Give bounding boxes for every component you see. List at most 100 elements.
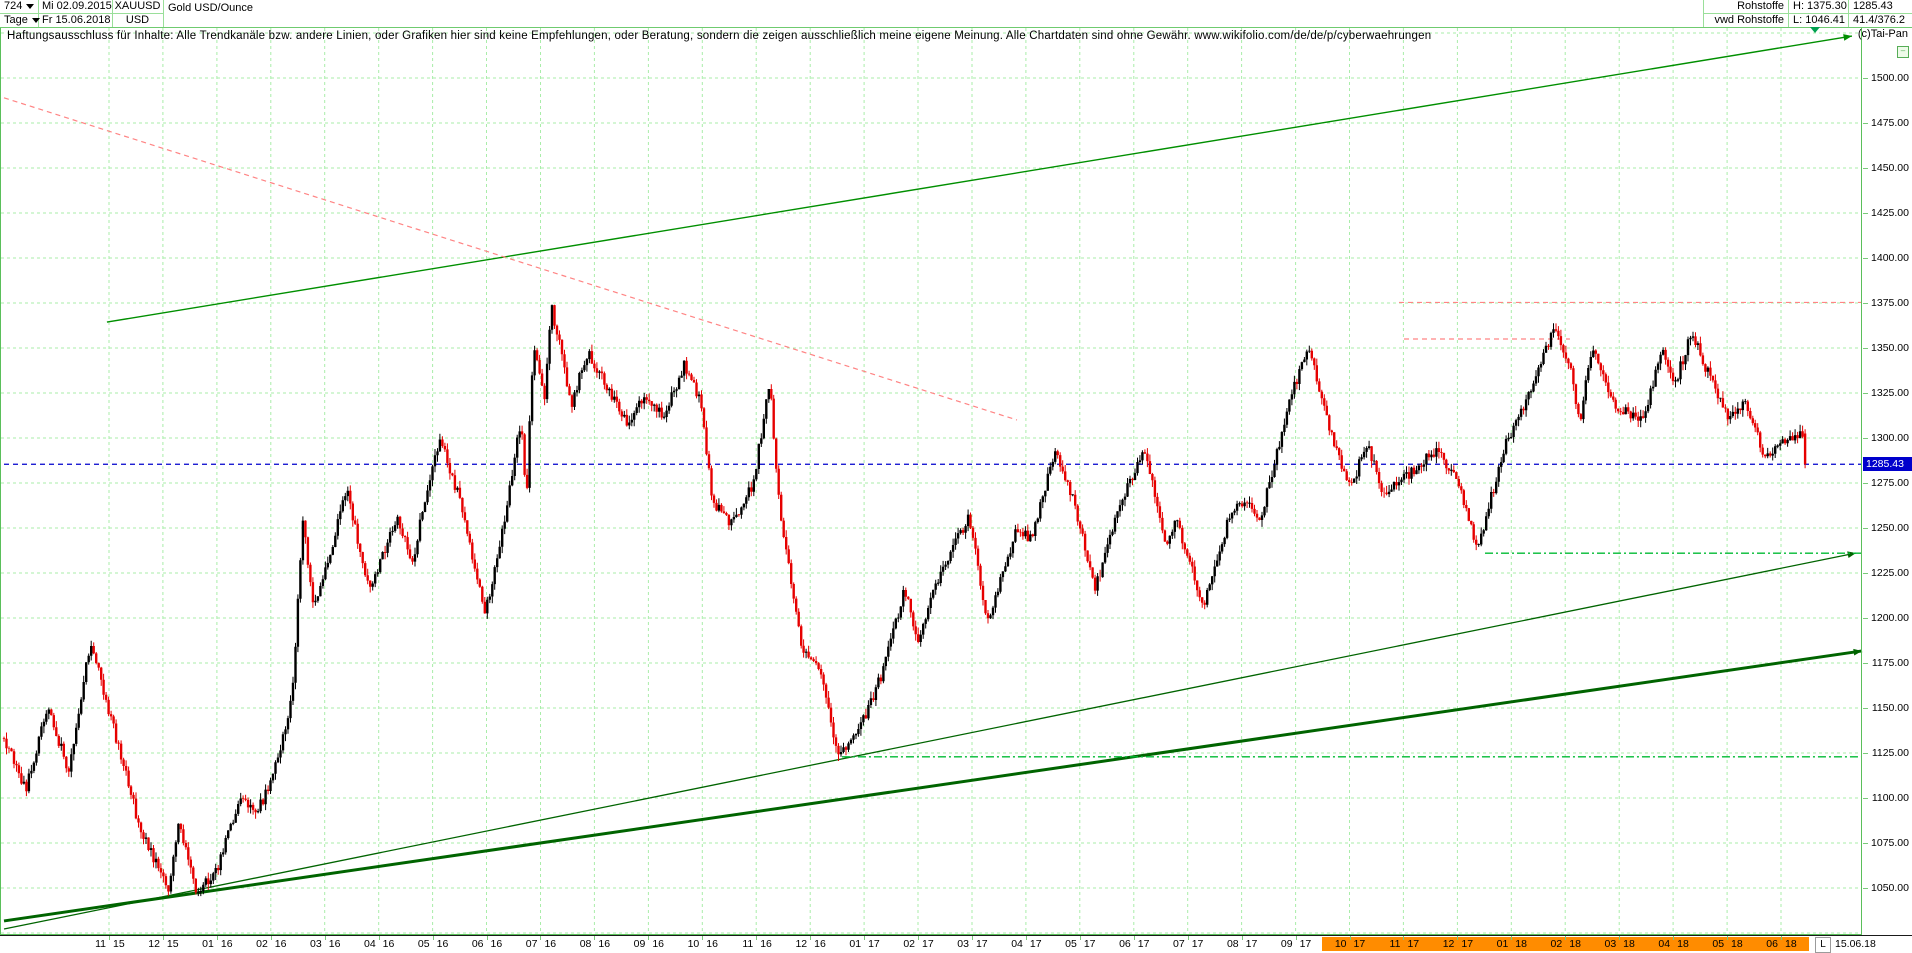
time-axis-tick <box>1079 936 1081 940</box>
time-axis-tick <box>702 936 704 940</box>
time-axis-tick <box>1133 936 1135 940</box>
year-label: 16 <box>436 938 449 950</box>
month-label: 06 <box>471 938 484 950</box>
price-axis-label: 1475.00 <box>1871 116 1909 129</box>
year-label: 17 <box>1407 938 1420 950</box>
month-label: 06 <box>1766 938 1778 950</box>
price-axis-label: 1275.00 <box>1871 476 1909 489</box>
period-dropdown[interactable]: Tage <box>4 14 40 27</box>
year-label: 16 <box>652 938 665 950</box>
price-axis-tick <box>1863 752 1868 754</box>
price-axis-label: 1225.00 <box>1871 566 1909 579</box>
header-misc-value: 41.4/376.2 <box>1853 14 1905 26</box>
month-label: 01 <box>202 938 214 950</box>
group-name: Rohstoffe <box>1737 0 1784 12</box>
year-label: 17 <box>1083 938 1096 950</box>
year-label: 15 <box>166 938 179 950</box>
month-label: 05 <box>417 938 430 950</box>
time-axis-tick <box>432 936 434 940</box>
price-axis[interactable]: 1285.43 1500.00 1475.00 1450.00 1425.00 1400… <box>1863 27 1912 935</box>
month-label: 10 <box>687 938 700 950</box>
period-low-label: L: 1046.41 <box>1793 14 1845 26</box>
month-label: 11 <box>95 938 106 950</box>
copyright-label: (c)Tai-Pan <box>1857 28 1908 40</box>
price-axis-label: 1450.00 <box>1871 161 1909 174</box>
year-label: 17 <box>1137 938 1150 950</box>
year-label: 15 <box>113 938 125 950</box>
time-axis-tick <box>216 936 218 940</box>
month-label: 03 <box>1604 938 1617 950</box>
year-label: 17 <box>1353 938 1366 950</box>
year-label: 18 <box>1677 938 1689 950</box>
year-label: 17 <box>1029 938 1042 950</box>
price-axis-label: 1375.00 <box>1871 296 1909 309</box>
year-label: 16 <box>220 938 233 950</box>
last-price-badge: 1285.43 <box>1863 457 1912 472</box>
month-label: 07 <box>525 938 538 950</box>
lower-support-thin[interactable] <box>3 552 1857 930</box>
year-label: 16 <box>598 938 611 950</box>
time-axis-tick <box>810 936 812 940</box>
month-label: 03 <box>957 938 969 950</box>
price-axis-label: 1075.00 <box>1871 836 1909 849</box>
long-term-support-thick[interactable] <box>3 649 1863 923</box>
price-axis-tick <box>1863 572 1868 574</box>
month-label: 10 <box>1334 938 1347 950</box>
time-axis[interactable]: L 15.06.18 11 15 12 15 01 16 02 16 03 16 04 16 05 16 0… <box>0 935 1912 953</box>
instrument-title: Gold USD/Ounce <box>168 2 253 14</box>
month-label: 05 <box>1065 938 1077 950</box>
time-axis-tick <box>648 936 650 940</box>
year-label: 17 <box>1245 938 1258 950</box>
month-label: 09 <box>1280 938 1293 950</box>
year-label: 17 <box>922 938 934 950</box>
time-axis-tick <box>1511 936 1513 940</box>
month-label: 09 <box>633 938 646 950</box>
price-axis-tick <box>1863 527 1868 529</box>
year-label: 18 <box>1569 938 1581 950</box>
month-label: 12 <box>795 938 808 950</box>
time-axis-tick <box>756 936 758 940</box>
time-axis-tick <box>1727 936 1729 940</box>
disclaimer-text: Haftungsausschluss für Inhalte: Alle Tre… <box>7 30 1432 42</box>
price-axis-tick <box>1863 302 1868 304</box>
year-label: 16 <box>382 938 395 950</box>
header-last-price: 1285.43 <box>1853 0 1893 12</box>
price-axis-label: 1400.00 <box>1871 251 1909 264</box>
price-axis-tick <box>1863 437 1868 439</box>
upper-channel-line[interactable] <box>106 35 1853 323</box>
month-label: 03 <box>310 938 322 950</box>
month-label: 08 <box>579 938 592 950</box>
time-axis-tick <box>324 936 326 940</box>
price-axis-tick <box>1863 797 1868 799</box>
month-label: 01 <box>849 938 862 950</box>
year-label: 17 <box>868 938 880 950</box>
descending-resistance[interactable] <box>3 97 1018 421</box>
year-label: 16 <box>490 938 503 950</box>
month-label: 01 <box>1496 938 1509 950</box>
price-axis-tick <box>1863 617 1868 619</box>
year-label: 16 <box>328 938 341 950</box>
highlight-period-band <box>1321 937 1809 951</box>
time-axis-tick <box>1241 936 1243 940</box>
time-axis-tick <box>1025 936 1027 940</box>
month-label: 04 <box>363 938 376 950</box>
time-axis-tick <box>1673 936 1675 940</box>
bars-count-dropdown[interactable]: 724 <box>4 0 35 13</box>
end-date-label: 15.06.18 <box>1834 938 1876 950</box>
month-label: 06 <box>1119 938 1131 950</box>
period-high-label: H: 1375.30 <box>1793 0 1847 12</box>
month-label: 05 <box>1712 938 1725 950</box>
low-marker: L <box>1814 937 1831 953</box>
time-axis-tick <box>162 936 164 940</box>
chart-header: 724 Tage Mi 02.09.2015 Fr 15.06.2018 XAU… <box>0 0 1912 28</box>
price-axis-label: 1050.00 <box>1871 881 1909 894</box>
price-axis-label: 1150.00 <box>1871 701 1909 714</box>
price-axis-tick <box>1863 257 1868 259</box>
collapse-button[interactable]: – <box>1897 46 1909 58</box>
price-axis-label: 1175.00 <box>1871 656 1909 669</box>
year-label: 17 <box>1299 938 1312 950</box>
time-axis-tick <box>540 936 542 940</box>
time-axis-tick <box>1187 936 1189 940</box>
